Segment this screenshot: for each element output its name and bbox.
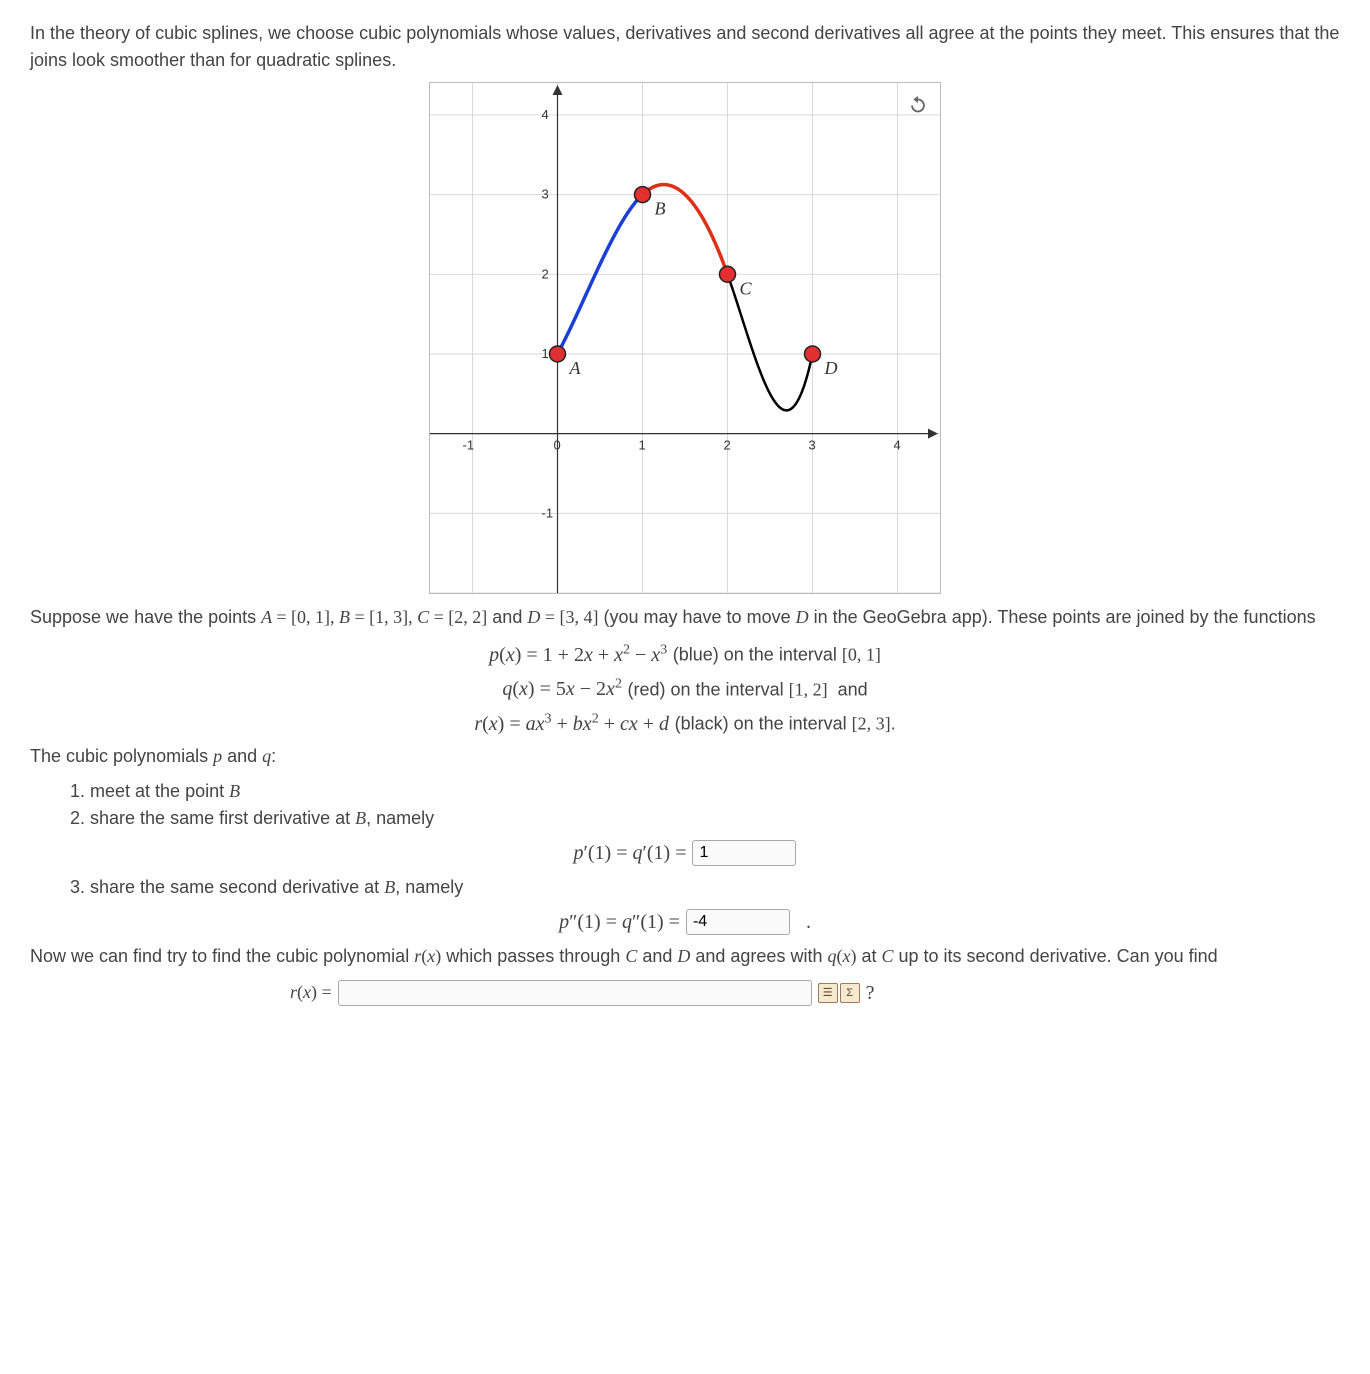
item3-tail: , namely <box>395 877 463 897</box>
item3-b: B <box>384 877 395 897</box>
help-icons: ☰ Σ <box>818 983 860 1003</box>
item2-b: B <box>355 808 366 828</box>
and: and <box>492 607 527 627</box>
q-of-x: q(x) <box>827 946 856 966</box>
q-sym: q <box>262 746 271 766</box>
final-c: C <box>625 946 637 966</box>
svg-text:B: B <box>655 199 666 219</box>
final-lead: Now we can find try to find the cubic po… <box>30 943 1340 970</box>
func-r: r(x) = ax3 + bx2 + cx + d (black) on the… <box>30 708 1340 739</box>
svg-text:3: 3 <box>809 438 816 453</box>
svg-text:C: C <box>740 278 753 298</box>
eq2-input[interactable] <box>686 909 790 935</box>
eq2-period: . <box>806 907 811 937</box>
svg-text:1: 1 <box>542 346 549 361</box>
func-q: q(x) = 5x − 2x2 (red) on the interval [1… <box>30 674 1340 705</box>
svg-text:1: 1 <box>639 438 646 453</box>
svg-text:0: 0 <box>554 438 561 453</box>
chart-svg: -1 0 1 2 3 4 -1 1 2 3 4 A B C D <box>430 83 940 593</box>
eq1-lhs: p′(1) = q′(1) = <box>574 838 687 868</box>
svg-text:2: 2 <box>542 266 549 281</box>
sigma-icon[interactable]: Σ <box>840 983 860 1003</box>
point-d: D = [3, 4] <box>527 607 598 627</box>
question-mark: ? <box>866 978 875 1008</box>
eq2-lhs: p″(1) = q″(1) = <box>559 907 680 937</box>
final-c2: C <box>881 946 893 966</box>
pq-and: and <box>222 746 262 766</box>
pq-lead: The cubic polynomials p and q: <box>30 743 1340 770</box>
p-sym: p <box>213 746 222 766</box>
svg-text:3: 3 <box>542 187 549 202</box>
suppose-lead: Suppose we have the points <box>30 607 261 627</box>
chart-container: -1 0 1 2 3 4 -1 1 2 3 4 A B C D <box>30 82 1340 594</box>
r-note: (black) on the interval [2, 3]. <box>675 714 896 734</box>
svg-text:4: 4 <box>542 107 549 122</box>
item-1: 1. meet at the point B <box>30 778 1340 805</box>
q-note: (red) on the interval [1, 2] and <box>628 679 868 699</box>
pq-lead-text: The cubic polynomials <box>30 746 213 766</box>
svg-text:A: A <box>569 358 582 378</box>
final-lead-text: Now we can find try to find the cubic po… <box>30 946 414 966</box>
final-mid2: and <box>637 946 677 966</box>
item1-b: B <box>229 781 240 801</box>
item1-text: 1. meet at the point <box>70 781 229 801</box>
r-answer-input[interactable] <box>338 980 812 1006</box>
svg-text:-1: -1 <box>463 438 475 453</box>
svg-text:-1: -1 <box>542 505 554 520</box>
preview-icon[interactable]: ☰ <box>818 983 838 1003</box>
reset-icon[interactable] <box>904 91 932 119</box>
geogebra-app[interactable]: -1 0 1 2 3 4 -1 1 2 3 4 A B C D <box>429 82 941 594</box>
r-lhs: r(x) = <box>290 979 332 1006</box>
eq1-input[interactable] <box>692 840 796 866</box>
item2-text: 2. share the same first derivative at <box>70 808 355 828</box>
suppose-tail2: in the GeoGebra app). These points are j… <box>814 607 1316 627</box>
svg-text:2: 2 <box>724 438 731 453</box>
func-p: p(x) = 1 + 2x + x2 − x3 (blue) on the in… <box>30 639 1340 670</box>
item2-tail: , namely <box>366 808 434 828</box>
suppose-tail: (you may have to move <box>604 607 796 627</box>
intro-text: In the theory of cubic splines, we choos… <box>30 20 1340 74</box>
d-sym: D <box>796 607 809 627</box>
pq-colon: : <box>271 746 276 766</box>
item-3: 3. share the same second derivative at B… <box>30 874 1340 901</box>
final-mid3: and agrees with <box>690 946 827 966</box>
final-mid1: which passes through <box>441 946 625 966</box>
item3-text: 3. share the same second derivative at <box>70 877 384 897</box>
svg-text:D: D <box>824 358 838 378</box>
r-answer-row: r(x) = ☰ Σ ? <box>30 978 1340 1008</box>
eq1-row: p′(1) = q′(1) = <box>30 838 1340 868</box>
p-note: (blue) on the interval [0, 1] <box>673 645 881 665</box>
item-2: 2. share the same first derivative at B,… <box>30 805 1340 832</box>
svg-text:4: 4 <box>894 438 901 453</box>
final-d: D <box>677 946 690 966</box>
suppose-text: Suppose we have the points A = [0, 1], B… <box>30 604 1340 631</box>
r-sym: r(x) <box>414 946 441 966</box>
points-abc: A = [0, 1], B = [1, 3], C = [2, 2] <box>261 607 487 627</box>
eq2-row: p″(1) = q″(1) = . <box>30 907 1340 937</box>
final-mid5: up to its second derivative. Can you fin… <box>894 946 1218 966</box>
final-mid4: at <box>856 946 881 966</box>
